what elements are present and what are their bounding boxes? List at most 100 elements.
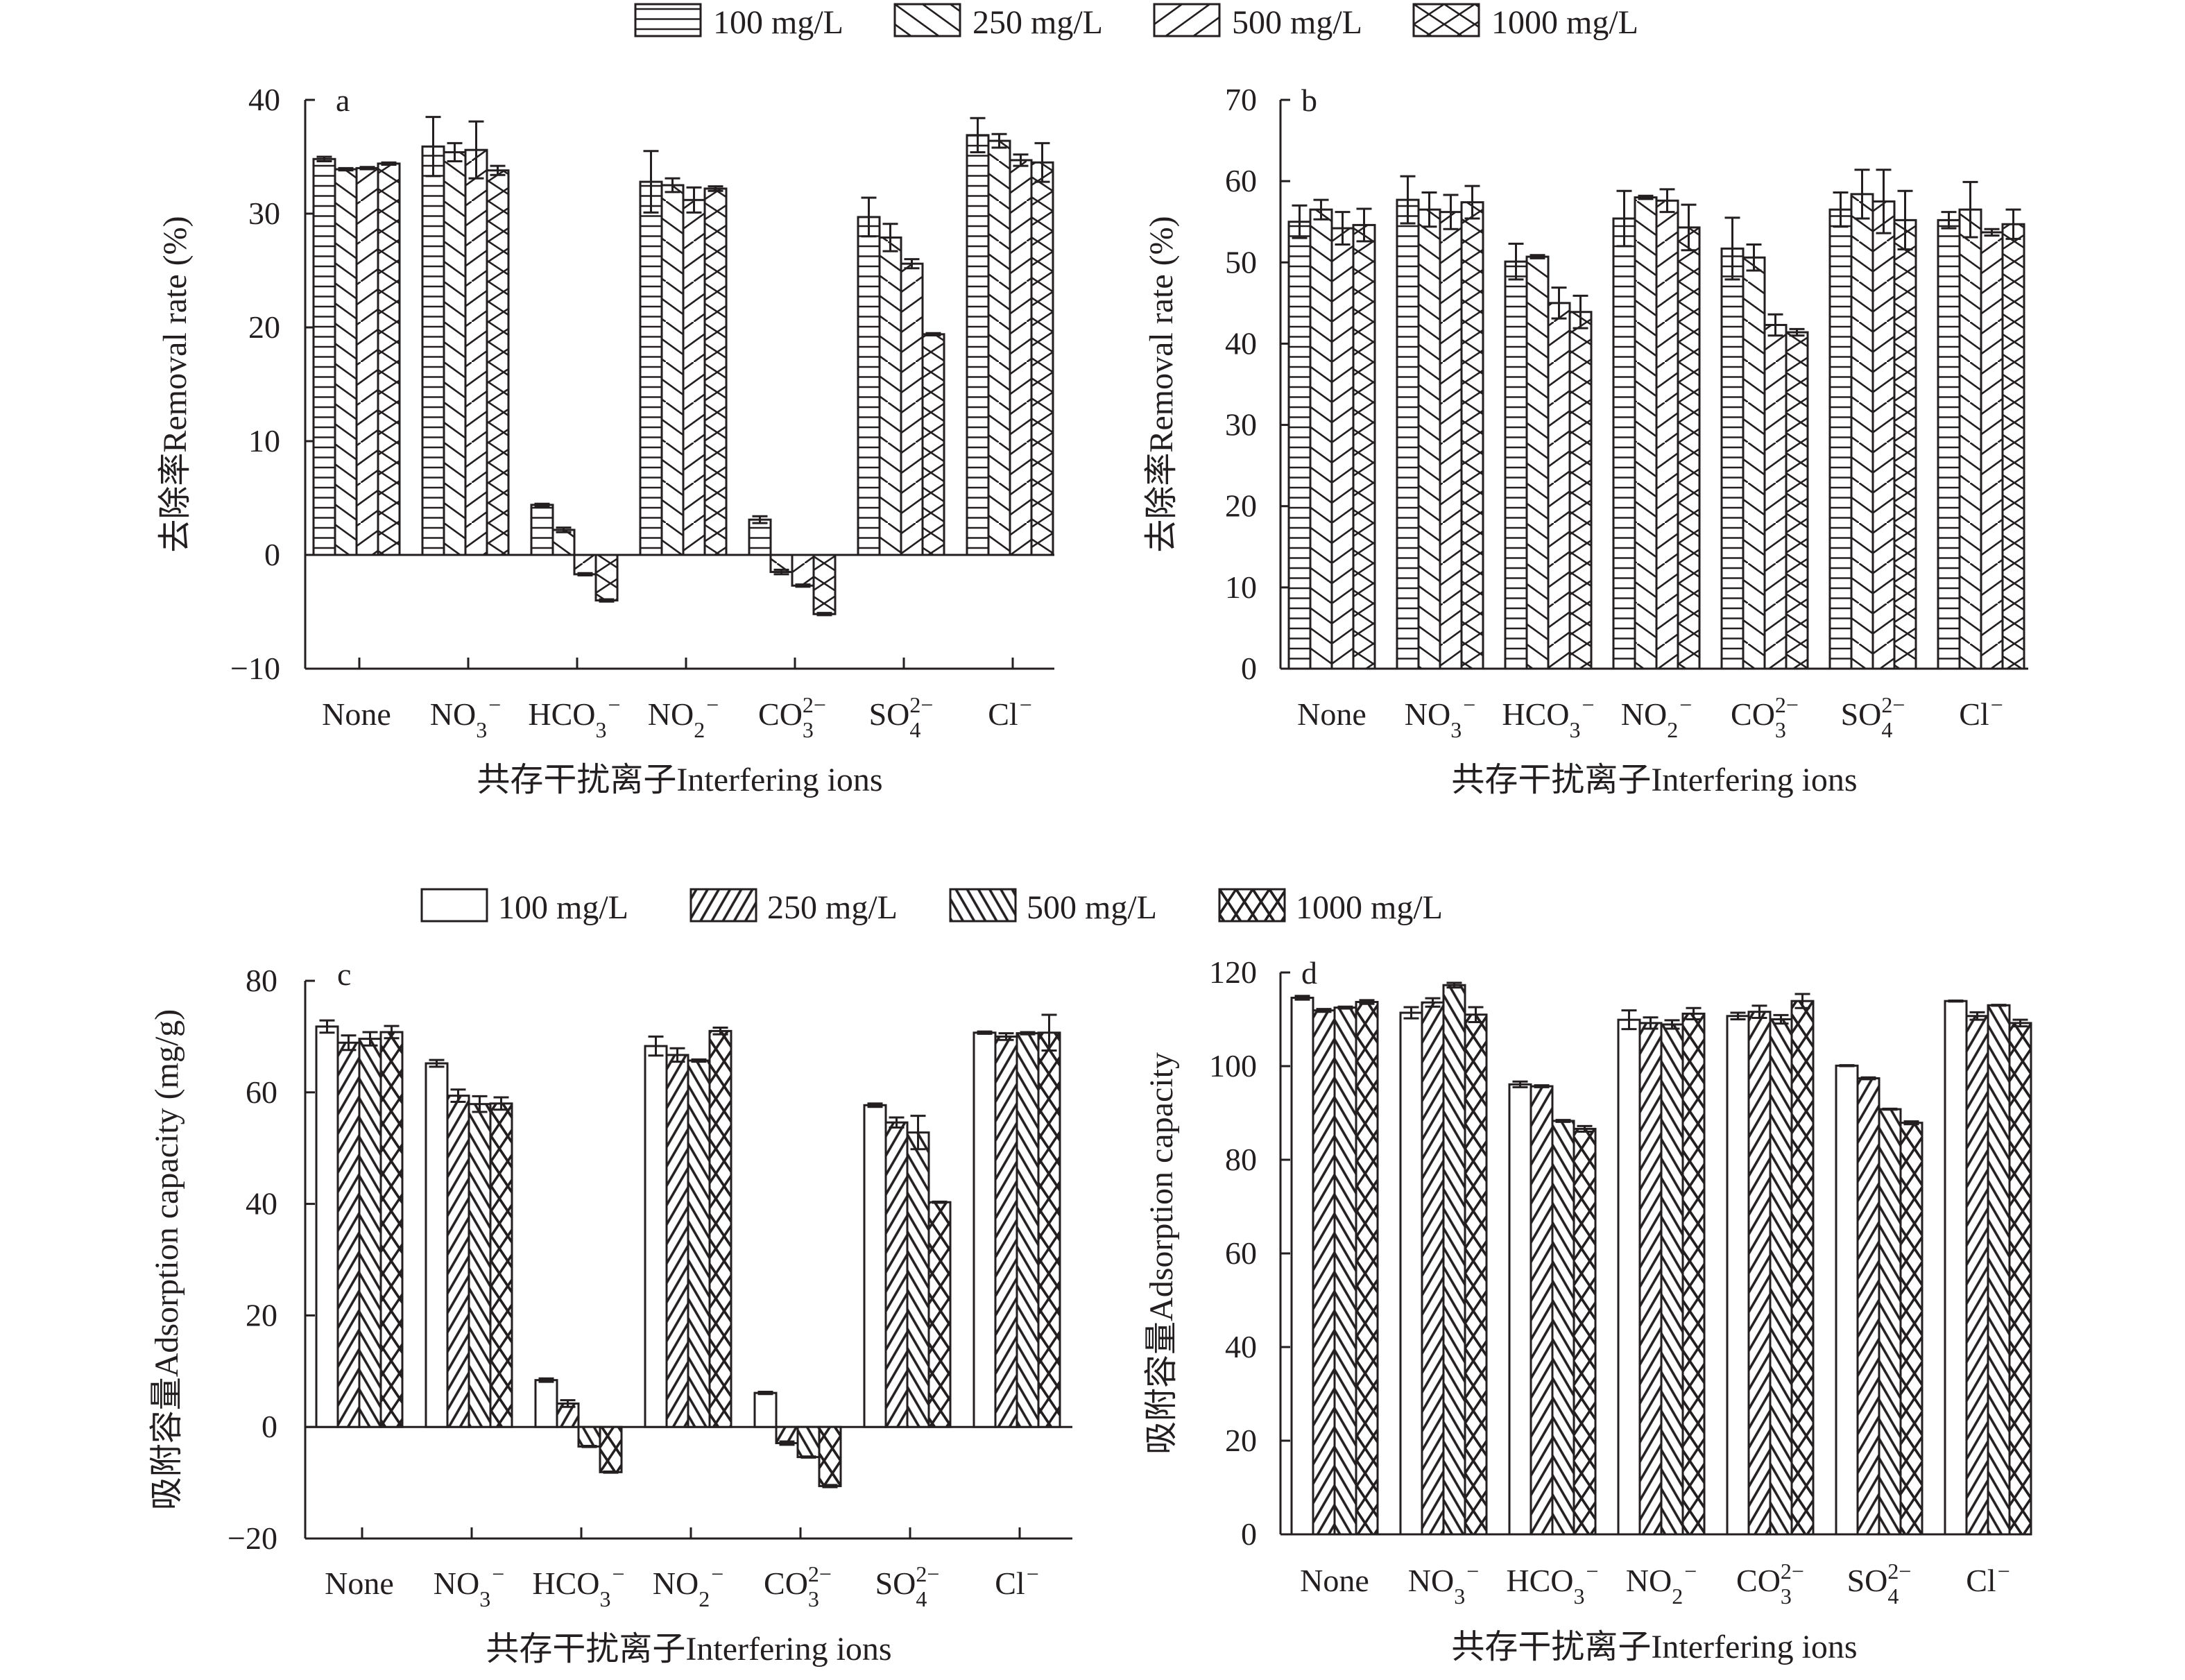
bar-500mgL-5 — [1871, 200, 1896, 670]
x-tick-label: Cl− — [995, 1561, 1039, 1601]
bar-1000mgL-1 — [489, 1102, 513, 1428]
x-tick-label: CO32− — [1731, 692, 1799, 742]
ion-base: NO — [1405, 696, 1450, 732]
bar-500mgL-0 — [355, 166, 379, 556]
bar-1000mgL-0 — [379, 1031, 404, 1428]
ion-base: NO — [653, 1566, 699, 1601]
bar-1000mgL-2 — [1568, 311, 1593, 670]
bar-100mgL-4 — [753, 1391, 778, 1428]
legend-item: 1000 mg/L — [1218, 888, 1443, 926]
ion-charge: 2− — [1781, 1559, 1804, 1584]
ion-base: Cl — [995, 1566, 1025, 1601]
bar-500mgL-2 — [1551, 1120, 1575, 1536]
legend-swatch-250 — [689, 888, 757, 923]
x-tick-label: NO2− — [1621, 692, 1693, 742]
bar-1000mgL-0 — [1355, 1001, 1379, 1536]
bar-100mgL-2 — [1504, 260, 1528, 670]
ion-subscript: 2 — [694, 717, 705, 742]
bar-250mgL-5 — [878, 236, 902, 556]
bar-500mgL-6 — [1980, 231, 2004, 670]
ion-base: NO — [434, 1566, 479, 1601]
y-tick-label: 120 — [1209, 954, 1257, 990]
y-tick-label: 40 — [1225, 325, 1257, 361]
ion-base: NO — [1626, 1563, 1672, 1598]
ion-base: NO — [648, 696, 694, 732]
ion-base: SO — [869, 696, 910, 732]
bar-1000mgL-0 — [377, 162, 401, 556]
bar-250mgL-1 — [1417, 208, 1441, 670]
bar-100mgL-6 — [1937, 218, 1961, 670]
y-axis-title: 去除率Removal rate (%) — [157, 216, 194, 552]
x-tick-label: None — [322, 696, 391, 732]
bar-100mgL-5 — [857, 216, 881, 556]
x-tick-label: NO3− — [1408, 1559, 1480, 1609]
bar-1000mgL-5 — [1893, 218, 1917, 670]
bar-250mgL-0 — [334, 168, 358, 556]
legend-label: 500 mg/L — [1027, 889, 1157, 926]
bar-100mgL-6 — [966, 134, 990, 556]
bar-250mgL-5 — [1850, 193, 1874, 670]
bar-500mgL-3 — [1660, 1023, 1684, 1536]
legend-item: 500 mg/L — [949, 888, 1157, 926]
panel-letter: a — [336, 83, 350, 118]
bar-500mgL-2 — [1547, 302, 1571, 670]
bar-100mgL-1 — [1396, 198, 1420, 670]
y-tick-label: 0 — [1241, 1516, 1257, 1552]
bar-100mgL-5 — [1835, 1064, 1859, 1536]
bar-500mgL-4 — [796, 1425, 821, 1459]
bar-500mgL-5 — [1878, 1108, 1902, 1536]
x-axis-title: 共存干扰离子Interfering ions — [477, 762, 882, 798]
bar-250mgL-2 — [1530, 1085, 1554, 1536]
ion-base: NO — [430, 696, 476, 732]
legend-item: 500 mg/L — [1153, 3, 1362, 41]
bar-100mgL-6 — [1944, 1000, 1968, 1536]
ion-base: Cl — [1959, 696, 1989, 732]
ion-charge: 2− — [916, 1561, 939, 1586]
legend-swatch-500 — [949, 888, 1017, 923]
bar-500mgL-1 — [464, 148, 488, 556]
bar-250mgL-1 — [1421, 1001, 1445, 1536]
ion-subscript: 4 — [1881, 717, 1892, 742]
bar-500mgL-0 — [1333, 1006, 1357, 1536]
y-tick-label: 0 — [262, 1409, 277, 1444]
bar-1000mgL-4 — [818, 1425, 842, 1487]
bar-100mgL-4 — [748, 518, 772, 556]
bar-100mgL-0 — [312, 157, 336, 556]
legend-swatch-100 — [420, 888, 488, 923]
bar-1000mgL-6 — [2001, 223, 2025, 670]
bar-100mgL-4 — [1720, 247, 1745, 670]
legend-bottom: 100 mg/L 250 mg/L 500 mg/L 1000 mg/L — [420, 888, 1443, 926]
ion-base: Cl — [988, 696, 1018, 732]
bar-250mgL-0 — [1309, 208, 1333, 670]
y-tick-label: 0 — [264, 537, 280, 572]
ion-base: HCO — [528, 696, 595, 732]
y-tick-label: 10 — [1225, 569, 1257, 605]
x-tick-label: HCO3− — [532, 1561, 624, 1611]
ion-base: None — [1297, 696, 1366, 732]
x-tick-label: HCO3− — [1506, 1559, 1598, 1609]
ion-base: NO — [1621, 696, 1667, 732]
ion-charge: − — [1027, 1561, 1039, 1586]
ion-subscript: 3 — [479, 1586, 490, 1611]
bar-500mgL-2 — [577, 1425, 601, 1448]
bar-100mgL-0 — [1287, 221, 1312, 670]
ion-charge: − — [1020, 692, 1032, 717]
ion-subscript: 3 — [1775, 717, 1786, 742]
bar-500mgL-6 — [1016, 1032, 1040, 1428]
panel-letter: b — [1301, 83, 1317, 118]
bar-250mgL-6 — [994, 1035, 1018, 1428]
ion-subscript: 3 — [803, 717, 814, 742]
ion-base: NO — [1408, 1563, 1454, 1598]
bar-500mgL-3 — [682, 198, 706, 556]
bar-250mgL-1 — [443, 151, 467, 556]
ion-subscript: 3 — [1450, 717, 1462, 742]
bar-250mgL-6 — [1965, 1015, 1989, 1536]
x-tick-label: NO2− — [1626, 1559, 1697, 1609]
ion-base: Cl — [1966, 1563, 1996, 1598]
ion-subscript: 3 — [596, 717, 607, 742]
bar-1000mgL-1 — [1460, 201, 1484, 670]
bar-1000mgL-1 — [486, 169, 510, 556]
panel-letter: d — [1301, 955, 1317, 991]
ion-base: None — [1300, 1563, 1369, 1598]
x-axis-title: 共存干扰离子Interfering ions — [1451, 1629, 1857, 1665]
